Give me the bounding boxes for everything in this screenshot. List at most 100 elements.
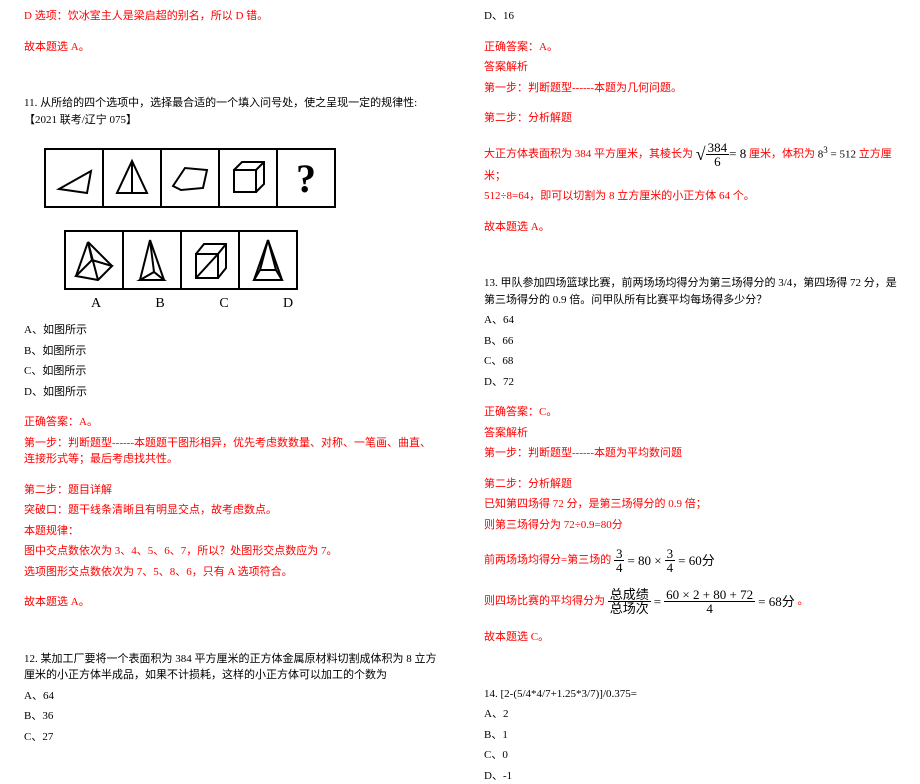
q13-opt-c: C、68 — [484, 353, 900, 370]
shape-4-icon — [226, 156, 270, 200]
q14-opt-d: D、-1 — [484, 768, 900, 784]
q14-opt-a: A、2 — [484, 706, 900, 723]
bfn-cn: 总成绩 — [608, 588, 651, 602]
eq2-mid: = — [654, 592, 661, 612]
sqrt-eq: = 8 — [729, 144, 746, 164]
q13-line4: 则四场比赛的平均得分为 总成绩总场次 = 60 × 2 + 80 + 724 =… — [484, 588, 900, 615]
question-mark-icon: ? — [296, 155, 316, 202]
shape-cell-q: ? — [276, 148, 336, 208]
q11-opt-d: D、如图所示 — [24, 384, 440, 401]
q13-step1: 第一步：判断题型------本题为平均数问题 — [484, 445, 900, 462]
eq-end: = 60分 — [678, 551, 715, 571]
q11-conclusion: 故本题选 A。 — [24, 594, 440, 611]
q12-step2: 第二步：分析解题 — [484, 110, 900, 127]
q11-step2: 第二步：题目详解 — [24, 482, 440, 499]
q11-answer: 正确答案：A。 — [24, 414, 440, 431]
q14-opt-b: B、1 — [484, 727, 900, 744]
sqrt-den: 6 — [712, 155, 723, 168]
option-cell-a — [64, 230, 124, 290]
cube-eq: = 512 — [830, 149, 855, 161]
q11-rule: 本题规律： — [24, 523, 440, 540]
right-column: D、16 正确答案：A。 答案解析 第一步：判断题型------本题为几何问题。… — [460, 0, 920, 651]
shape-cell-3 — [160, 148, 220, 208]
option-b-icon — [130, 236, 174, 284]
option-c-icon — [186, 236, 234, 284]
bfd: 4 — [704, 602, 715, 615]
label-b: B — [128, 296, 192, 312]
q13-period: 。 — [797, 595, 808, 607]
option-cell-c — [180, 230, 240, 290]
q14-opt-c: C、0 — [484, 747, 900, 764]
q11-detail1: 图中交点数依次为 3、4、5、6、7，所以？处图形交点数应为 7。 — [24, 543, 440, 560]
sqrt-num: 384 — [706, 141, 730, 155]
sqrt-expression: √ 3846 = 8 — [696, 141, 746, 168]
q13-line1: 已知第四场得 72 分，是第三场得分的 0.9 倍； — [484, 496, 900, 513]
q11-opt-c: C、如图所示 — [24, 363, 440, 380]
bfd-cn: 总场次 — [608, 602, 651, 615]
q13-l4-pre: 则四场比赛的平均得分为 — [484, 595, 605, 607]
shape-1-icon — [53, 159, 95, 197]
q11-opt-a: A、如图所示 — [24, 322, 440, 339]
q13-line3: 前两场场均得分=第三场的 34 = 80 × 34 = 60分 — [484, 547, 900, 574]
q12-opt-c: C、27 — [24, 729, 440, 746]
label-a: A — [64, 296, 128, 312]
label-d: D — [256, 296, 320, 312]
q11-figure-row-top: ? — [44, 148, 440, 208]
q12-parse: 答案解析 — [484, 59, 900, 76]
q12-answer: 正确答案：A。 — [484, 39, 900, 56]
q13-line2: 则第三场得分为 72÷0.9=80分 — [484, 517, 900, 534]
q13-l3-pre: 前两场场均得分=第三场的 — [484, 554, 611, 566]
q12-opt-a: A、64 — [24, 688, 440, 705]
q13-stem: 13. 甲队参加四场篮球比赛，前两场场均得分为第三场得分的 3/4，第四场得 7… — [484, 275, 900, 308]
q11-stem: 11. 从所给的四个选项中，选择最合适的一个填入问号处，使之呈现一定的规律性:【… — [24, 95, 440, 128]
q11-step1: 第一步：判断题型------本题题干图形相异，优先考虑数数量、对称、一笔画、曲直… — [24, 435, 440, 468]
q13-eq2: 总成绩总场次 = 60 × 2 + 80 + 724 = 68分 — [608, 588, 795, 615]
q13-eq1: 34 = 80 × 34 = 60分 — [614, 547, 715, 574]
q12-calc1: 大正方体表面积为 384 平方厘米，其棱长为 √ 3846 = 8 厘米，体积为… — [484, 141, 900, 185]
shape-2-icon — [111, 157, 153, 199]
q12-l1-pre: 大正方体表面积为 384 平方厘米，其棱长为 — [484, 148, 693, 160]
q13-opt-a: A、64 — [484, 312, 900, 329]
option-cell-d — [238, 230, 298, 290]
q11-opt-b: B、如图所示 — [24, 343, 440, 360]
f2n: 3 — [665, 547, 676, 561]
q12-calc2: 512÷8=64，即可以切割为 8 立方厘米的小正方体 64 个。 — [484, 188, 900, 205]
q12-opt-b: B、36 — [24, 708, 440, 725]
shape-3-icon — [167, 160, 213, 196]
page: D 选项：饮冰室主人是梁启超的别名，所以 D 错。 故本题选 A。 11. 从所… — [0, 0, 920, 651]
label-c: C — [192, 296, 256, 312]
q13-opt-b: B、66 — [484, 333, 900, 350]
q12-opt-d: D、16 — [484, 8, 900, 25]
pre-conclusion: 故本题选 A。 — [24, 39, 440, 56]
eq-mid: = 80 × — [627, 551, 661, 571]
q11-detail2: 选项图形交点数依次为 7、5、8、6，只有 A 选项符合。 — [24, 564, 440, 581]
pre-d-option: D 选项：饮冰室主人是梁启超的别名，所以 D 错。 — [24, 8, 440, 25]
q11-break: 突破口：题干线条清晰且有明显交点，故考虑数点。 — [24, 502, 440, 519]
cube-expression: 83 = 512 — [818, 144, 856, 163]
left-column: D 选项：饮冰室主人是梁启超的别名，所以 D 错。 故本题选 A。 11. 从所… — [0, 0, 460, 651]
f1d: 4 — [614, 561, 625, 574]
f1n: 3 — [614, 547, 625, 561]
q12-conclusion: 故本题选 A。 — [484, 219, 900, 236]
q11-figure-row-options — [64, 230, 440, 290]
q13-conclusion: 故本题选 C。 — [484, 629, 900, 646]
q12-step1: 第一步：判断题型------本题为几何问题。 — [484, 80, 900, 97]
option-cell-b — [122, 230, 182, 290]
q13-parse: 答案解析 — [484, 425, 900, 442]
option-d-icon — [246, 236, 290, 284]
bfn: 60 × 2 + 80 + 72 — [664, 588, 755, 602]
option-labels: A B C D — [64, 296, 440, 312]
q13-step2: 第二步：分析解题 — [484, 476, 900, 493]
eq2-end: = 68分 — [758, 592, 795, 612]
shape-cell-2 — [102, 148, 162, 208]
shape-cell-1 — [44, 148, 104, 208]
q13-answer: 正确答案：C。 — [484, 404, 900, 421]
q12-stem: 12. 某加工厂要将一个表面积为 384 平方厘米的正方体金属原材料切割成体积为… — [24, 651, 440, 684]
f2d: 4 — [665, 561, 676, 574]
cube-exp: 3 — [823, 145, 828, 155]
q12-l1-mid: 厘米，体积为 — [749, 148, 815, 160]
shape-cell-4 — [218, 148, 278, 208]
q14-stem: 14. [2-(5/4*4/7+1.25*3/7)]/0.375= — [484, 686, 900, 703]
q13-opt-d: D、72 — [484, 374, 900, 391]
option-a-icon — [70, 236, 118, 284]
